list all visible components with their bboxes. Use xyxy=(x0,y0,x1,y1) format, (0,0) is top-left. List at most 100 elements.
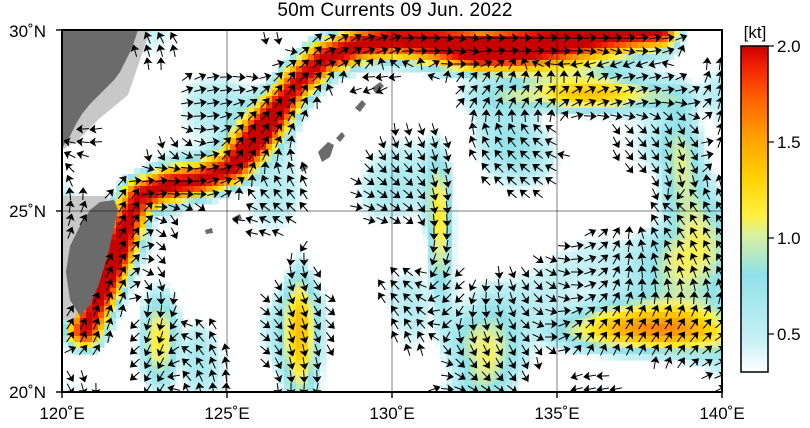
speed-cell xyxy=(572,312,579,319)
speed-cell xyxy=(620,42,627,49)
speed-cell xyxy=(62,384,69,391)
speed-cell xyxy=(194,336,201,343)
current-arrow xyxy=(128,176,142,186)
speed-cell xyxy=(170,288,177,295)
speed-cell xyxy=(122,288,129,295)
speed-cell xyxy=(686,258,693,265)
speed-cell xyxy=(572,300,579,307)
speed-cell xyxy=(416,204,423,211)
current-arrow xyxy=(482,357,490,369)
current-arrow xyxy=(389,216,401,224)
speed-cell xyxy=(494,372,501,379)
speed-cell xyxy=(680,354,687,361)
current-arrow xyxy=(651,149,659,161)
speed-cell xyxy=(200,366,207,373)
speed-cell xyxy=(686,252,693,259)
speed-cell xyxy=(266,216,273,223)
speed-cell xyxy=(98,306,105,313)
speed-cell xyxy=(86,330,93,337)
speed-cell xyxy=(692,198,699,205)
current-arrow xyxy=(273,32,283,45)
speed-cell xyxy=(260,108,267,115)
speed-cell xyxy=(374,168,381,175)
speed-cell xyxy=(524,318,531,325)
speed-cell xyxy=(290,372,297,379)
current-arrow xyxy=(571,86,583,94)
current-arrow xyxy=(519,150,530,160)
speed-cell xyxy=(368,42,375,49)
speed-cell xyxy=(572,276,579,283)
current-arrow xyxy=(312,357,322,370)
speed-cell xyxy=(308,96,315,103)
speed-cell xyxy=(440,258,447,265)
speed-cell xyxy=(680,252,687,259)
current-arrow xyxy=(650,226,660,239)
speed-cell xyxy=(614,54,621,61)
speed-cell xyxy=(620,84,627,91)
current-arrow xyxy=(453,59,467,69)
current-arrow xyxy=(481,304,491,318)
speed-cell xyxy=(500,90,507,97)
speed-cell xyxy=(656,222,663,229)
speed-cell xyxy=(698,312,705,319)
speed-cell xyxy=(164,330,171,337)
current-arrow xyxy=(324,33,337,43)
speed-cell xyxy=(176,342,183,349)
speed-cell xyxy=(554,30,561,37)
speed-cell xyxy=(596,36,603,43)
speed-cell xyxy=(380,54,387,61)
current-arrow xyxy=(558,280,571,290)
speed-cell xyxy=(578,102,585,109)
speed-cell xyxy=(392,54,399,61)
current-arrow xyxy=(104,189,114,199)
speed-cell xyxy=(236,90,243,97)
speed-cell xyxy=(632,252,639,259)
speed-cell xyxy=(146,36,153,43)
speed-cell xyxy=(200,372,207,379)
speed-cell xyxy=(488,132,495,139)
speed-cell xyxy=(482,42,489,49)
speed-cell xyxy=(632,264,639,271)
speed-cell xyxy=(284,156,291,163)
speed-cell xyxy=(470,372,477,379)
current-arrow xyxy=(417,201,426,213)
current-arrow xyxy=(390,305,399,317)
speed-cell xyxy=(326,42,333,49)
current-arrow xyxy=(220,163,233,173)
current-arrow xyxy=(313,292,321,304)
current-arrow xyxy=(206,137,220,147)
speed-cell xyxy=(266,30,273,37)
speed-cell xyxy=(62,192,69,199)
current-arrow xyxy=(468,331,478,344)
speed-cell xyxy=(464,48,471,55)
current-arrow xyxy=(193,111,207,121)
speed-cell xyxy=(692,162,699,169)
speed-cell xyxy=(656,258,663,265)
speed-cell xyxy=(530,120,537,127)
speed-cell xyxy=(296,210,303,217)
speed-cell xyxy=(230,72,237,79)
speed-cell xyxy=(500,42,507,49)
speed-cell xyxy=(374,198,381,205)
current-arrow xyxy=(676,304,686,317)
current-arrow xyxy=(701,150,714,160)
speed-cell xyxy=(170,150,177,157)
speed-cell xyxy=(584,30,591,37)
speed-cell xyxy=(632,342,639,349)
speed-cell xyxy=(644,120,651,127)
speed-cell xyxy=(554,348,561,355)
speed-cell xyxy=(626,66,633,73)
current-arrow xyxy=(507,109,517,123)
speed-cell xyxy=(680,222,687,229)
speed-cell xyxy=(272,336,279,343)
speed-cell xyxy=(302,204,309,211)
speed-cell xyxy=(194,114,201,121)
speed-cell xyxy=(206,162,213,169)
current-arrow xyxy=(701,111,713,121)
speed-cell xyxy=(410,282,417,289)
speed-cell xyxy=(476,138,483,145)
speed-cell xyxy=(188,384,195,391)
speed-cell xyxy=(698,132,705,139)
speed-cell xyxy=(548,336,555,343)
